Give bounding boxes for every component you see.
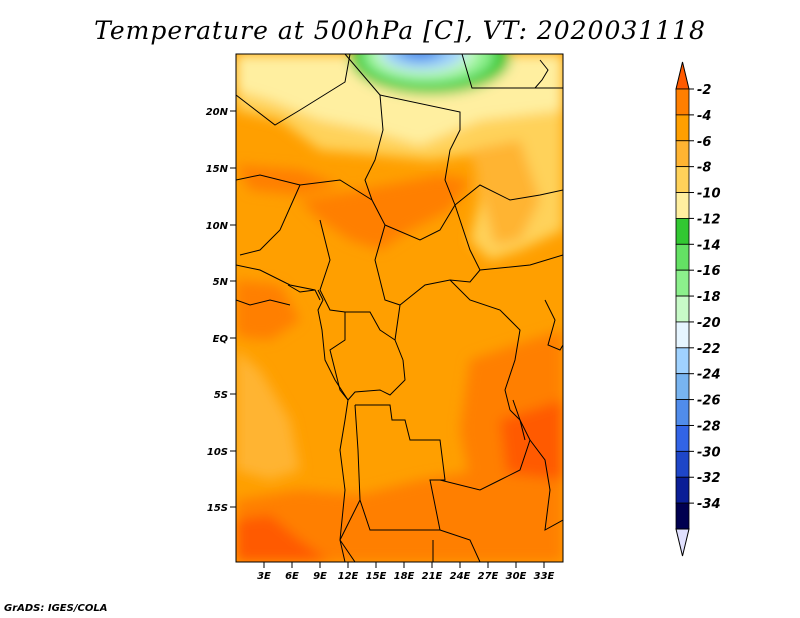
- lat-label: 15N: [206, 164, 229, 175]
- lat-label: 5N: [213, 277, 229, 288]
- temperature-field: [236, 54, 563, 562]
- colorbar-label: -10: [697, 187, 721, 202]
- lon-label: 33E: [534, 571, 555, 582]
- colorbar-swatch: [675, 218, 690, 245]
- lat-label: 10S: [207, 447, 228, 458]
- colorbar-label: -28: [697, 419, 721, 434]
- colorbar-swatch: [675, 88, 690, 116]
- map-frame: [235, 53, 564, 563]
- colorbar-swatch: [675, 373, 690, 400]
- lat-label: 5S: [214, 390, 228, 401]
- lat-ticks: [230, 110, 236, 508]
- colorbar-swatch: [675, 269, 690, 297]
- colorbar-label: -12: [697, 212, 721, 227]
- colorbar-label: -18: [697, 290, 721, 305]
- colorbar-swatch: [675, 425, 690, 452]
- colorbar: -2 -4 -6 -8 -10 -12 -14 -16 -18 -20 -22 -24 -26 -28 -3…: [675, 61, 721, 557]
- lon-label: 27E: [478, 571, 499, 582]
- lat-label: 10N: [206, 221, 229, 232]
- colorbar-label: -16: [697, 264, 721, 279]
- plot-title: Temperature at 500hPa [C], VT: 202003111…: [94, 16, 706, 45]
- colorbar-label: -30: [697, 445, 721, 460]
- lon-label: 24E: [450, 571, 471, 582]
- lon-label: 12E: [338, 571, 359, 582]
- colorbar-label: -22: [697, 342, 721, 357]
- colorbar-label: -26: [697, 394, 721, 409]
- colorbar-label: -20: [697, 316, 721, 331]
- colorbar-label: -8: [697, 161, 711, 176]
- colorbar-label: -2: [697, 83, 711, 98]
- lon-label: 3E: [257, 571, 271, 582]
- lon-labels: 3E 6E 9E 12E 15E 18E 21E 24E 27E 30E 33E: [257, 571, 554, 582]
- colorbar-swatch: [675, 476, 690, 504]
- lat-label: 20N: [206, 107, 229, 118]
- country-borders: [236, 54, 563, 562]
- colorbar-label: -4: [697, 109, 711, 124]
- colorbar-label: -6: [697, 135, 711, 150]
- colorbar-swatch: [675, 295, 690, 323]
- lat-labels: 20N 15N 10N 5N EQ 5S 10S 15S: [206, 107, 229, 514]
- lon-label: 9E: [313, 571, 327, 582]
- colorbar-swatch: [675, 321, 690, 349]
- colorbar-swatch: [675, 450, 690, 478]
- lon-ticks: [263, 562, 545, 568]
- lat-label: EQ: [213, 334, 229, 345]
- colorbar-label: -34: [697, 497, 721, 512]
- colorbar-swatch: [675, 243, 690, 271]
- colorbar-swatch: [675, 192, 690, 219]
- colorbar-label: -32: [697, 471, 721, 486]
- colorbar-swatch: [675, 399, 690, 426]
- colorbar-top-arrow: [675, 61, 690, 90]
- colorbar-swatch: [675, 114, 690, 142]
- colorbar-label: -14: [697, 238, 721, 253]
- lon-label: 18E: [394, 571, 415, 582]
- lon-label: 30E: [506, 571, 527, 582]
- colorbar-label: -24: [697, 368, 721, 383]
- colorbar-swatch: [675, 502, 690, 530]
- lon-label: 15E: [366, 571, 387, 582]
- colorbar-bottom-arrow: [675, 528, 690, 557]
- lon-label: 21E: [422, 571, 443, 582]
- colorbar-swatch: [675, 347, 690, 375]
- lon-label: 6E: [285, 571, 299, 582]
- lat-label: 15S: [207, 503, 228, 514]
- colorbar-swatch: [675, 166, 690, 193]
- grads-credit: GrADS: IGES/COLA: [4, 603, 108, 614]
- colorbar-swatch: [675, 140, 690, 168]
